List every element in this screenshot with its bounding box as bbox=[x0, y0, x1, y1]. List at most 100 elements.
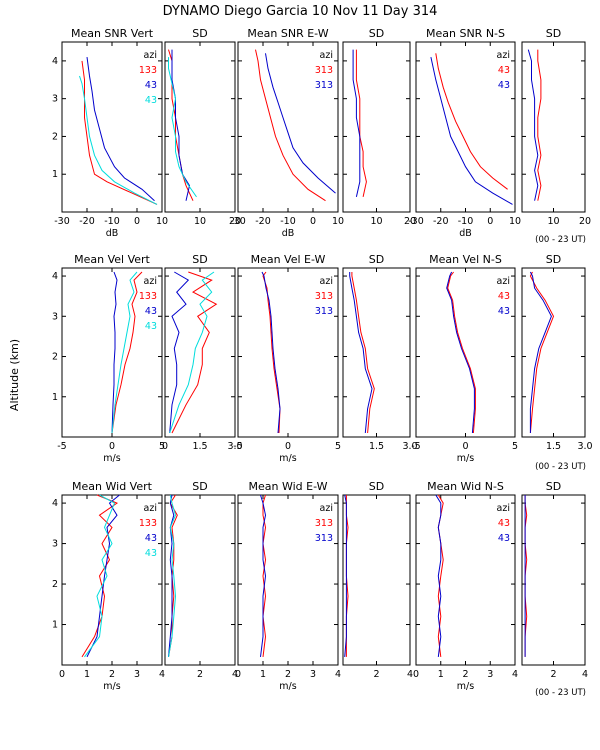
series-line-43-1 bbox=[111, 271, 118, 434]
x-axis-label: m/s bbox=[103, 681, 120, 692]
panel-3: Mean SNR E-W -30 -20 -10 0 10 dB azi 313 313 bbox=[230, 27, 344, 239]
legend-entry: 313 bbox=[315, 291, 333, 302]
y-tick-label: 1 bbox=[52, 169, 58, 180]
legend-header: azi bbox=[144, 503, 157, 514]
panel-title: Mean SNR E-W bbox=[247, 27, 328, 40]
legend-entry: 43 bbox=[145, 95, 157, 106]
panel-8: SD 0 1.5 3.0 bbox=[162, 253, 243, 452]
x-tick-label: 4 bbox=[582, 669, 588, 680]
x-tick-label: 1.5 bbox=[546, 441, 561, 452]
legend-entry: 43 bbox=[145, 533, 157, 544]
series-line-313-1 bbox=[349, 272, 373, 434]
x-axis-label: dB bbox=[106, 228, 119, 239]
panel-title: Mean Wid N-S bbox=[427, 480, 504, 493]
legend-header: azi bbox=[497, 276, 510, 287]
panel-title: Mean Wid E-W bbox=[249, 480, 328, 493]
x-axis-label: m/s bbox=[457, 681, 474, 692]
x-axis-label: m/s bbox=[279, 453, 296, 464]
y-tick-label: 2 bbox=[52, 352, 58, 363]
x-tick-label: 0 bbox=[487, 216, 493, 227]
x-tick-label: 4 bbox=[232, 669, 238, 680]
panel-12: SD 1.5 3.0 bbox=[521, 253, 593, 452]
legend-entry: 133 bbox=[139, 291, 157, 302]
series-line-313-1 bbox=[261, 271, 281, 434]
panel-2: SD 10 20 bbox=[164, 27, 241, 227]
x-tick-label: 5 bbox=[159, 441, 165, 452]
series-line-133-0 bbox=[111, 271, 143, 434]
legend-entry: 313 bbox=[315, 80, 333, 91]
x-tick-label: 0 bbox=[285, 441, 291, 452]
panel-title: SD bbox=[369, 480, 384, 493]
x-tick-label: 10 bbox=[156, 216, 168, 227]
x-tick-label: 4 bbox=[159, 669, 165, 680]
panel-frame bbox=[342, 494, 411, 666]
y-tick-label: 2 bbox=[52, 579, 58, 590]
series-line-43-2 bbox=[84, 494, 116, 658]
x-tick-label: 3.0 bbox=[577, 441, 592, 452]
series-line-313-0 bbox=[255, 49, 326, 202]
panel-title: SD bbox=[192, 480, 207, 493]
legend-entry: 43 bbox=[498, 80, 510, 91]
x-tick-label: 0 bbox=[59, 669, 65, 680]
panels-group: Mean SNR Vert-30 -20 -10 0 101234dBazi133434… bbox=[52, 27, 593, 692]
series-line-43-1 bbox=[168, 494, 175, 657]
x-tick-label: 0 bbox=[413, 669, 419, 680]
x-tick-label: 3 bbox=[134, 669, 140, 680]
series-line-313-1 bbox=[260, 494, 267, 657]
legend-entry: 313 bbox=[315, 518, 333, 529]
x-axis-label: m/s bbox=[279, 681, 296, 692]
panel-title: SD bbox=[546, 27, 561, 40]
series-line-43-2 bbox=[169, 271, 215, 434]
x-tick-label: 3 bbox=[310, 669, 316, 680]
panel-title: SD bbox=[192, 253, 207, 266]
legend-header: azi bbox=[144, 276, 157, 287]
x-axis-label: m/s bbox=[103, 453, 120, 464]
series-line-133-0 bbox=[81, 60, 158, 205]
panel-title: Mean SNR Vert bbox=[71, 27, 154, 40]
panel-title: Mean Wid Vert bbox=[72, 480, 153, 493]
x-tick-label: 1.5 bbox=[192, 441, 207, 452]
series-line-43-2 bbox=[168, 57, 197, 198]
y-tick-label: 1 bbox=[52, 392, 58, 403]
x-tick-label: 10 bbox=[194, 216, 206, 227]
x-tick-label: 1 bbox=[438, 669, 444, 680]
panel-title: SD bbox=[369, 27, 384, 40]
series-line-43-1 bbox=[527, 49, 539, 201]
x-tick-label: 4 bbox=[512, 669, 518, 680]
x-tick-label: -5 bbox=[233, 441, 242, 452]
panel-title: Mean Vel Vert bbox=[74, 253, 150, 266]
y-tick-label: 3 bbox=[52, 311, 58, 322]
legend-entry: 133 bbox=[139, 65, 157, 76]
panel-1: Mean SNR Vert -30 -20 -10 0 10 1 2 3 4 dB azi 133 43 4… bbox=[52, 27, 168, 239]
panel-title: SD bbox=[192, 27, 207, 40]
series-line-313-0 bbox=[355, 49, 367, 198]
x-tick-label: -20 bbox=[79, 216, 95, 227]
x-tick-label: 2 bbox=[197, 669, 203, 680]
panel-frame bbox=[521, 494, 586, 666]
legend-header: azi bbox=[144, 50, 157, 61]
panel-14: SD 2 4 bbox=[164, 480, 238, 680]
legend-entry: 133 bbox=[139, 518, 157, 529]
panel-5: Mean SNR N-S -30 -20 -10 0 10 dB azi 43 43 bbox=[408, 27, 521, 239]
panel-title: Mean Vel E-W bbox=[251, 253, 326, 266]
x-tick-label: 0 bbox=[134, 216, 140, 227]
legend-header: azi bbox=[320, 50, 333, 61]
x-tick-label: 5 bbox=[512, 441, 518, 452]
y-tick-label: 3 bbox=[52, 539, 58, 550]
legend-entry: 43 bbox=[498, 306, 510, 317]
x-tick-label: 0 bbox=[462, 441, 468, 452]
x-tick-label: 5 bbox=[335, 441, 341, 452]
y-tick-label: 4 bbox=[52, 56, 58, 67]
x-tick-label: -10 bbox=[104, 216, 120, 227]
x-tick-label: 2 bbox=[285, 669, 291, 680]
y-tick-label: 1 bbox=[52, 620, 58, 631]
x-tick-label: 10 bbox=[509, 216, 521, 227]
x-tick-label: -20 bbox=[433, 216, 449, 227]
x-tick-label: 2 bbox=[462, 669, 468, 680]
x-tick-label: -10 bbox=[458, 216, 474, 227]
legend-header: azi bbox=[320, 276, 333, 287]
legend-entry: 43 bbox=[498, 533, 510, 544]
x-tick-label: 0 bbox=[109, 441, 115, 452]
x-tick-label: 1.5 bbox=[369, 441, 384, 452]
